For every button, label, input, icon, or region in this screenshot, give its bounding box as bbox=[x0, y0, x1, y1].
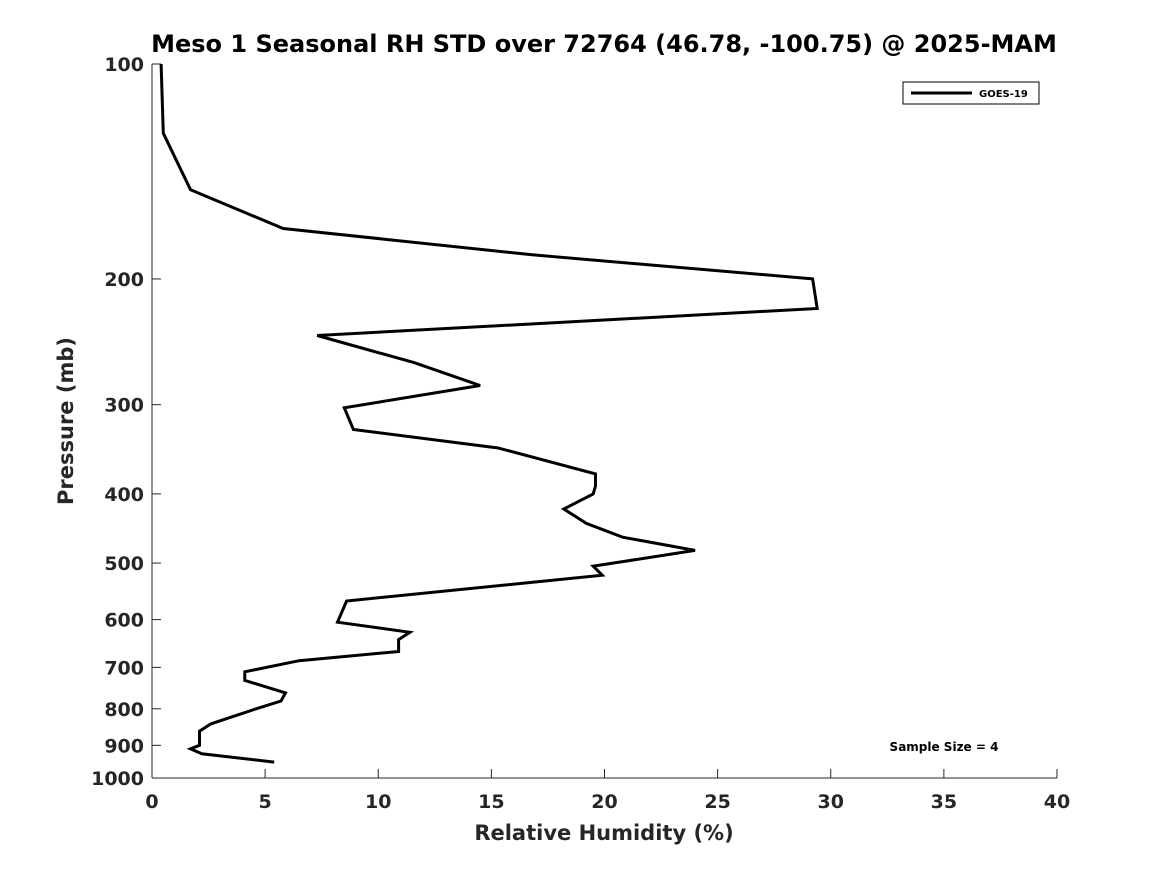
y-tick-label: 600 bbox=[104, 610, 144, 632]
y-tick-label: 400 bbox=[104, 484, 144, 506]
x-axis-ticks: 0 5 10 15 20 25 30 35 40 bbox=[145, 769, 1070, 813]
y-tick-label: 100 bbox=[104, 54, 144, 76]
y-axis-label: Pressure (mb) bbox=[54, 337, 78, 505]
x-tick-label: 40 bbox=[1044, 791, 1070, 813]
y-tick-label: 300 bbox=[104, 395, 144, 417]
x-tick-label: 35 bbox=[931, 791, 957, 813]
legend: GOES-19 bbox=[902, 81, 1040, 105]
y-tick-label: 700 bbox=[104, 657, 144, 679]
y-tick-label: 200 bbox=[104, 269, 144, 291]
series-line-goes-19 bbox=[159, 63, 819, 764]
y-tick-label: 1000 bbox=[91, 768, 144, 790]
y-tick-label: 800 bbox=[104, 699, 144, 721]
y-tick-label: 500 bbox=[104, 553, 144, 575]
chart-title: Meso 1 Seasonal RH STD over 72764 (46.78… bbox=[151, 30, 1057, 58]
x-tick-label: 5 bbox=[259, 791, 272, 813]
x-tick-label: 10 bbox=[365, 791, 391, 813]
x-tick-label: 0 bbox=[145, 791, 158, 813]
series-group bbox=[159, 63, 819, 764]
x-tick-label: 20 bbox=[591, 791, 617, 813]
x-tick-label: 15 bbox=[478, 791, 504, 813]
y-axis-ticks: 100 200 300 400 500 600 700 800 900 1000 bbox=[91, 54, 161, 790]
y-tick-label: 900 bbox=[104, 735, 144, 757]
x-axis-label: Relative Humidity (%) bbox=[474, 821, 733, 845]
sample-size-annotation: Sample Size = 4 bbox=[890, 740, 999, 754]
x-tick-label: 25 bbox=[704, 791, 730, 813]
legend-label-goes-19: GOES-19 bbox=[979, 89, 1028, 100]
plot-area bbox=[151, 64, 1057, 779]
x-tick-label: 30 bbox=[818, 791, 844, 813]
